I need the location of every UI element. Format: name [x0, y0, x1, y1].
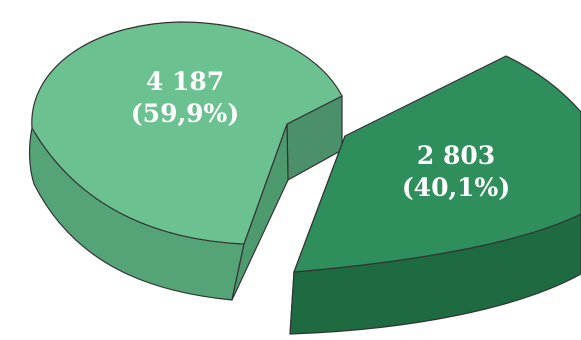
pie-slice-group-0 — [28, 21, 343, 301]
pie-slice-0 — [31, 21, 343, 245]
slice-label-value-1: 2 803 — [417, 141, 495, 170]
slice-label-percent-0: (59,9%) — [131, 99, 239, 128]
pie-slice-1 — [293, 55, 581, 273]
pie-slice-group-1 — [289, 55, 581, 335]
slice-label-value-0: 4 187 — [146, 67, 224, 96]
slice-label-percent-1: (40,1%) — [402, 173, 510, 202]
